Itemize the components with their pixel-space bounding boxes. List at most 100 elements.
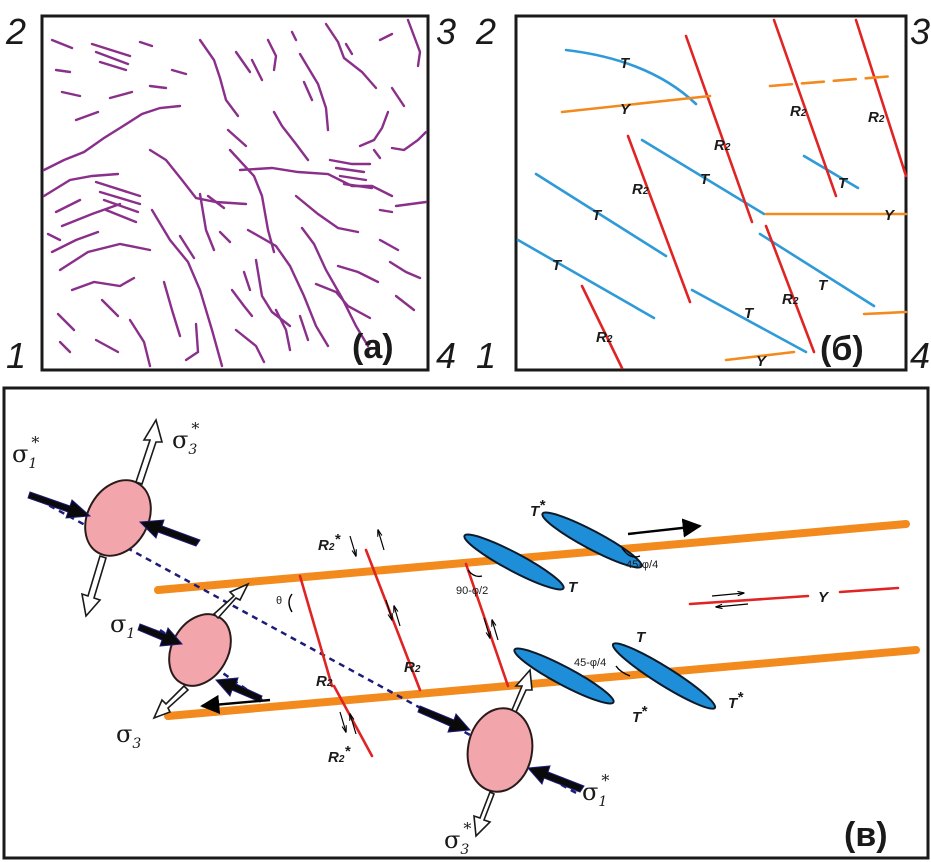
label-r: R [714,137,725,154]
label-y: Y [620,101,632,118]
sigma-symbol: σ [172,426,188,454]
label-sub-2: 2 [328,542,335,553]
t-lens [463,533,565,591]
panel-b-frame [514,14,908,372]
sigma-symbol: σ [582,778,598,806]
label-r: R [790,103,801,120]
label-r: R [404,659,415,676]
label-t: T [700,171,711,188]
sigma-sub-3: 3 [188,442,197,458]
sigma-star: * [191,419,199,438]
sigma-star: * [31,433,39,452]
y-shear-zone-upper [154,520,910,594]
sigma3-arrow [473,790,496,838]
sigma1-arrow [417,705,472,733]
label-r2: R2 [596,329,613,346]
angle-45-label: 45-φ/4 [626,559,658,571]
corner-label-3: 3 [436,11,456,52]
sigma3-arrow [134,417,164,486]
t-fracture [690,288,808,354]
label-r: R [328,749,339,766]
label-t-star: T* [530,497,546,520]
panel-a-frame [40,14,430,372]
angle-45-label: 45-φ/4 [574,657,606,669]
strain-ellipse-lower [466,707,534,793]
label-r: R [782,291,793,308]
slip-half-arrow [378,530,385,551]
label-sub-2: 2 [326,678,333,689]
label-r2: R2 [714,137,731,154]
sigma1-arrow [138,519,201,547]
label-t: T [568,579,579,596]
r2-fracture [854,18,908,178]
label-t: T [592,207,603,224]
y-fracture [724,350,796,362]
strain-ellipse-upper [84,479,152,557]
label-sub-2: 2 [792,296,799,307]
r2-fracture [626,134,692,304]
sigma-sub-3: 3 [460,842,469,858]
sigma1-arrow [526,765,585,793]
r2-fracture [684,34,754,224]
r2-fracture [464,562,510,688]
angle-arc-90 [467,569,483,578]
label-r: R [632,181,643,198]
panel-b-label: (б) [820,330,864,368]
sigma3-star-label: σ3 * [444,819,471,858]
sigma3-arrow [510,668,533,714]
label-t: T [632,709,643,726]
r2-fracture [764,224,816,354]
slip-half-arrow [350,714,357,735]
label-r2: R2 [868,109,885,126]
label-y: Y [756,353,768,370]
label-t-star: T* [632,703,648,726]
y-shear-zone-lower [164,646,920,720]
label-r: R [868,109,879,126]
t-fracture [534,172,668,258]
label-sub-2: 2 [606,334,613,345]
corner-label-2: 2 [475,11,496,52]
sigma-symbol: σ [444,826,460,854]
label-t: T [838,175,849,192]
label-star: * [539,497,546,514]
sigma3-arrow [212,582,250,620]
sigma1-star-label: σ1 * [12,433,39,472]
t-fracture [758,232,876,308]
sigma3-label: σ3 [116,720,141,752]
label-sub-2: 2 [414,664,421,675]
label-r2: R2 [316,673,333,690]
slip-half-arrow [339,711,346,732]
label-r2: R2 [790,103,807,120]
panel-a-label: (a) [352,328,394,366]
label-r2-star: R2* [318,531,341,554]
sigma1-arrow [214,677,263,703]
panel-c-label: (в) [844,816,888,854]
y-fracture [688,594,810,606]
sigma1-star-label: σ1 * [582,771,609,810]
panel-b: 2 3 1 4 T [475,11,930,376]
label-r2: R2 [782,291,799,308]
corner-label-4: 4 [436,335,456,376]
t-fracture [802,154,860,190]
y-fracture-dashed [768,74,896,88]
corner-label-4: 4 [910,335,930,376]
label-star: * [344,743,351,760]
label-t: T [744,305,755,322]
y-fracture [838,586,900,594]
fracture-lineaments [42,18,428,368]
r2-star-fracture [332,684,374,758]
slip-half-arrow [385,599,392,620]
slip-half-arrow [349,535,356,556]
corner-label-1: 1 [6,335,26,376]
label-sub-2: 2 [800,108,807,119]
angle-arc-theta [288,593,293,613]
slip-half-arrow [394,606,401,627]
angle-arc-45 [621,547,641,558]
y-fracture [862,310,908,316]
panel-a: 2 3 1 4 [5,11,456,376]
dextral-slip-arrow [627,518,702,538]
corner-label-3: 3 [910,11,930,52]
label-t: T [552,257,563,274]
corner-label-2: 2 [5,11,26,52]
r2-fracture [298,574,334,688]
